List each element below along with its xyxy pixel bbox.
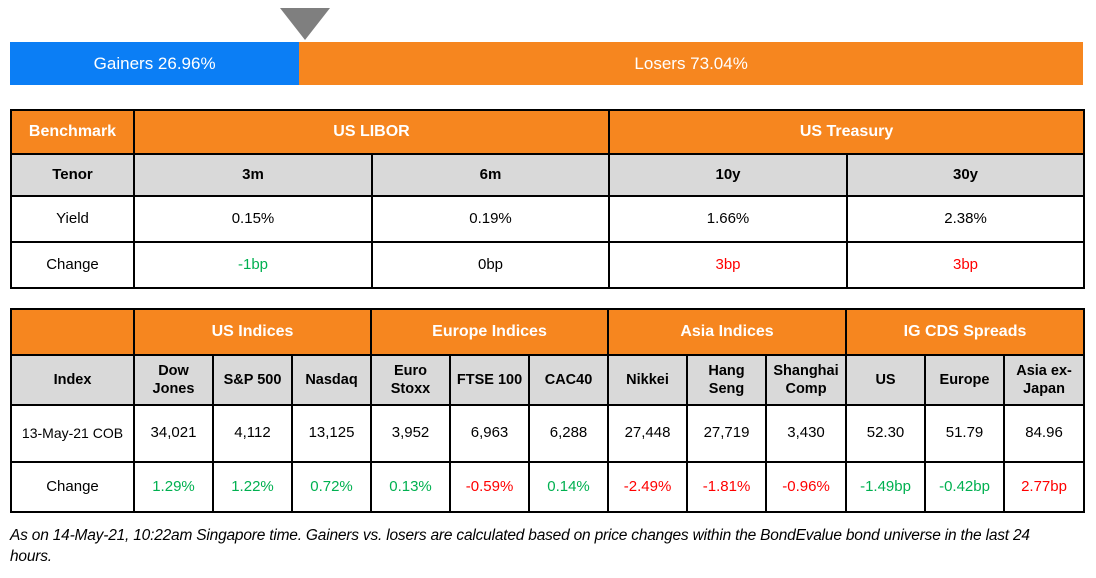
yield-10y: 1.66% <box>608 195 849 243</box>
tenor-6m: 6m <box>370 153 611 197</box>
change-cds-us: -1.49bp <box>845 461 927 513</box>
col-cds-asia-ex-japan: Asia ex-Japan <box>1003 354 1086 406</box>
group-ig-cds-spreads: IG CDS Spreads <box>845 308 1086 356</box>
change-shanghai-comp: -0.96% <box>765 461 848 513</box>
col-cac40: CAC40 <box>528 354 610 406</box>
indices-corner-cell <box>10 308 135 356</box>
gainers-label: Gainers 26.96% <box>93 53 216 73</box>
col-cds-us: US <box>845 354 927 406</box>
losers-label: Losers 73.04% <box>634 53 748 73</box>
col-hang-seng: Hang Seng <box>686 354 768 406</box>
value-nasdaq: 13,125 <box>290 404 373 463</box>
value-cac40: 6,288 <box>528 404 610 463</box>
benchmark-change-row-label: Change <box>10 241 135 289</box>
tenor-3m: 3m <box>133 153 373 197</box>
group-us-libor: US LIBOR <box>132 109 611 155</box>
yield-3m: 0.15% <box>133 195 373 243</box>
benchmark-change-row: Change -1bp 0bp 3bp 3bp <box>10 241 1086 289</box>
col-euro-stoxx: Euro Stoxx <box>370 354 452 406</box>
group-us-indices: US Indices <box>132 308 373 356</box>
change-dow-jones: 1.29% <box>133 461 214 513</box>
value-dow-jones: 34,021 <box>133 404 214 463</box>
footnote: As on 14-May-21, 10:22am Singapore time.… <box>10 527 1030 565</box>
losers-segment: Losers 73.04% <box>299 42 1083 85</box>
change-sp500: 1.22% <box>212 461 293 513</box>
value-hang-seng: 27,719 <box>686 404 768 463</box>
indices-change-row: Change 1.29% 1.22% 0.72% 0.13% -0.59% 0.… <box>10 461 1086 513</box>
value-euro-stoxx: 3,952 <box>370 404 452 463</box>
benchmark-header-row: Benchmark US LIBOR US Treasury <box>10 109 1086 155</box>
group-asia-indices: Asia Indices <box>607 308 848 356</box>
tenor-row-label: Tenor <box>10 153 135 197</box>
value-shanghai-comp: 3,430 <box>765 404 848 463</box>
tenor-10y: 10y <box>608 153 849 197</box>
gainers-losers-bar: Gainers 26.96% Losers 73.04% <box>10 42 1083 85</box>
index-name-row: Index Dow Jones S&P 500 Nasdaq Euro Stox… <box>10 354 1086 406</box>
tenor-row: Tenor 3m 6m 10y 30y <box>10 153 1086 197</box>
change-nasdaq: 0.72% <box>290 461 373 513</box>
boundary-marker-triangle-icon <box>280 8 330 40</box>
col-nikkei: Nikkei <box>607 354 689 406</box>
col-ftse-100: FTSE 100 <box>449 354 531 406</box>
change-ftse-100: -0.59% <box>449 461 531 513</box>
change-nikkei: -2.49% <box>607 461 689 513</box>
value-nikkei: 27,448 <box>607 404 689 463</box>
marker-row <box>10 8 1085 42</box>
value-cds-europe: 51.79 <box>924 404 1006 463</box>
cob-row-label: 13-May-21 COB <box>10 404 135 463</box>
indices-table: US Indices Europe Indices Asia Indices I… <box>10 308 1086 513</box>
value-cds-asia-ex-japan: 84.96 <box>1003 404 1086 463</box>
change-10y: 3bp <box>608 241 849 289</box>
value-sp500: 4,112 <box>212 404 293 463</box>
group-us-treasury: US Treasury <box>608 109 1086 155</box>
cob-values-row: 13-May-21 COB 34,021 4,112 13,125 3,952 … <box>10 404 1086 463</box>
tenor-30y: 30y <box>846 153 1086 197</box>
change-cds-asia-ex-japan: 2.77bp <box>1003 461 1086 513</box>
yield-30y: 2.38% <box>846 195 1086 243</box>
col-dow-jones: Dow Jones <box>133 354 214 406</box>
indices-change-row-label: Change <box>10 461 135 513</box>
benchmark-table: Benchmark US LIBOR US Treasury Tenor 3m … <box>10 109 1086 289</box>
gainers-segment: Gainers 26.96% <box>10 42 300 85</box>
yield-row: Yield 0.15% 0.19% 1.66% 2.38% <box>10 195 1086 243</box>
change-hang-seng: -1.81% <box>686 461 768 513</box>
col-nasdaq: Nasdaq <box>290 354 373 406</box>
value-cds-us: 52.30 <box>845 404 927 463</box>
yield-6m: 0.19% <box>370 195 611 243</box>
change-3m: -1bp <box>133 241 373 289</box>
index-row-label: Index <box>10 354 135 406</box>
benchmark-corner-label: Benchmark <box>10 109 135 155</box>
change-euro-stoxx: 0.13% <box>370 461 452 513</box>
change-cac40: 0.14% <box>528 461 610 513</box>
change-6m: 0bp <box>370 241 611 289</box>
col-cds-europe: Europe <box>924 354 1006 406</box>
change-30y: 3bp <box>846 241 1086 289</box>
group-europe-indices: Europe Indices <box>370 308 610 356</box>
change-cds-europe: -0.42bp <box>924 461 1006 513</box>
col-sp500: S&P 500 <box>212 354 293 406</box>
col-shanghai-comp: Shanghai Comp <box>765 354 848 406</box>
value-ftse-100: 6,963 <box>449 404 531 463</box>
yield-row-label: Yield <box>10 195 135 243</box>
indices-header-row: US Indices Europe Indices Asia Indices I… <box>10 308 1086 356</box>
